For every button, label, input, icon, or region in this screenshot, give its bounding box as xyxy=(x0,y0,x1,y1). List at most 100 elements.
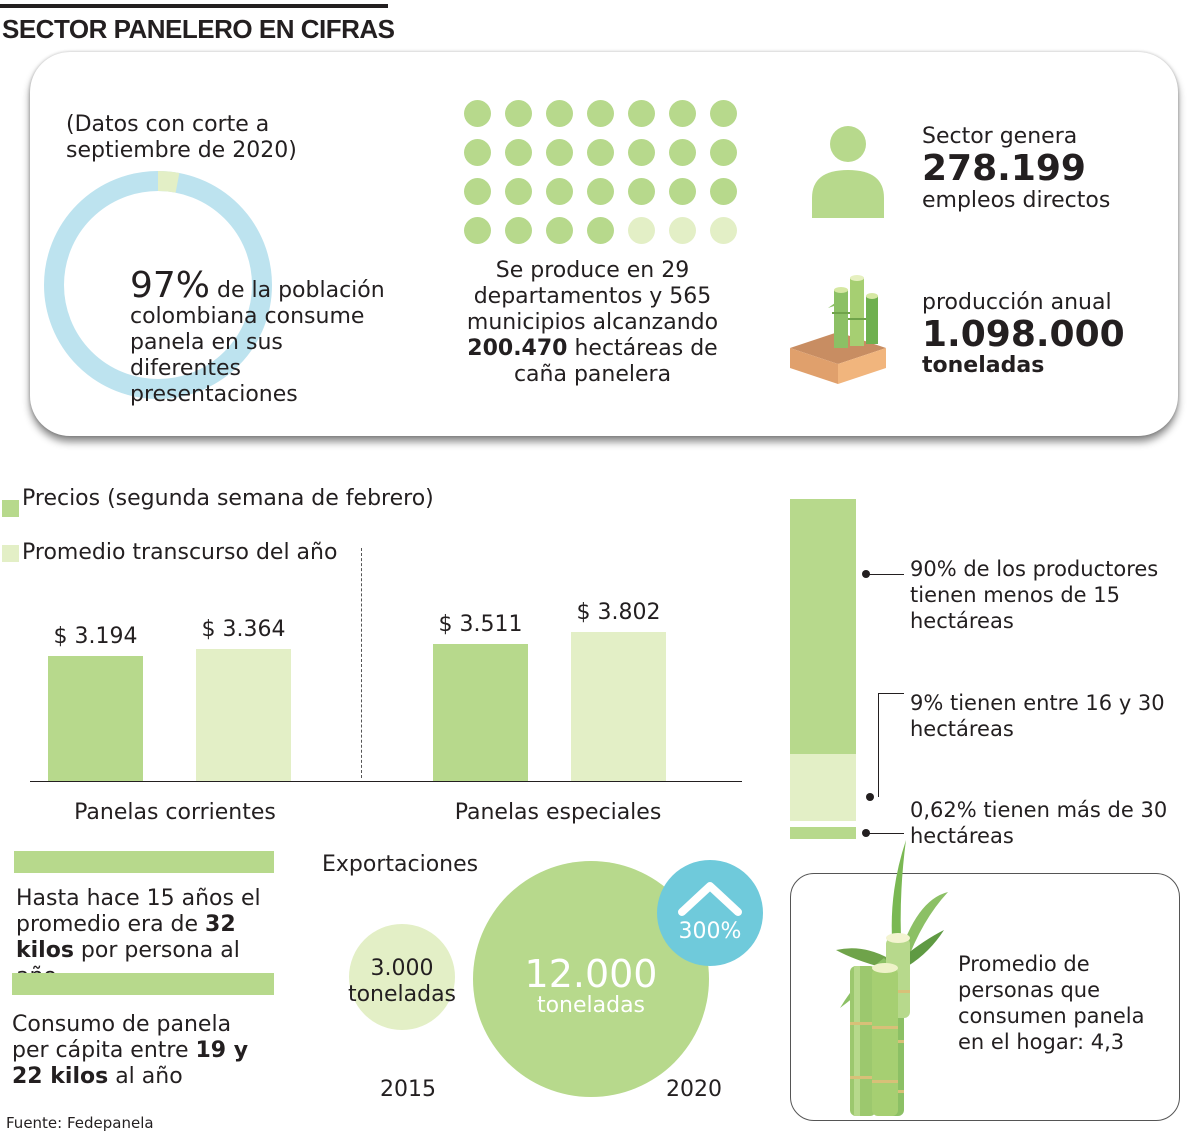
dot-unfilled xyxy=(669,217,696,244)
category-label-especiales: Panelas especiales xyxy=(454,800,662,825)
price-bar-chart: $ 3.194 $ 3.364 $ 3.511 $ 3.802 xyxy=(0,0,760,800)
exports-2015-unit: toneladas xyxy=(347,982,457,1007)
consumption-current-bar xyxy=(12,973,274,995)
donut-caption: 97% de la población colombiana consume p… xyxy=(130,268,400,408)
exports-year-2020: 2020 xyxy=(666,1077,722,1102)
pointer-vline-9 xyxy=(878,693,879,797)
exports-2015-label: 3.000 toneladas xyxy=(330,956,474,1008)
employment-value: 278.199 xyxy=(922,148,1086,189)
annual-pre: producción anual xyxy=(922,290,1112,315)
price-value-label: $ 3.194 xyxy=(53,624,138,649)
sugarcane-and-panela-block-icon xyxy=(790,275,886,384)
person-icon xyxy=(812,126,884,218)
price-bar-especiales-prices xyxy=(433,643,528,781)
consumption-current-value: 19 y xyxy=(195,1038,249,1063)
annual-post: toneladas xyxy=(922,353,1045,378)
dot-filled xyxy=(464,100,491,127)
hectares-rest: hectáreas de xyxy=(574,336,718,361)
pointer-line-90 xyxy=(866,574,904,575)
pointer-dot-9 xyxy=(866,793,874,801)
dot-filled xyxy=(669,139,696,166)
dot-filled xyxy=(464,217,491,244)
consumption-past-text: Hasta hace 15 años el promedio era de 32… xyxy=(16,886,286,990)
stack-segment-062 xyxy=(790,827,856,839)
sugarcane-icon xyxy=(836,840,948,1116)
production-line-3: municipios alcanzando xyxy=(466,310,719,335)
production-line-1: Se produce en 29 xyxy=(495,258,690,283)
exports-2015-value: 3.000 xyxy=(370,956,434,981)
dot-filled xyxy=(628,139,655,166)
consumption-current-line-1: Consumo de panela xyxy=(12,1012,232,1037)
dot-filled xyxy=(464,178,491,205)
stack-segment-90 xyxy=(790,499,856,754)
donut-slice-non-consumers xyxy=(157,171,180,193)
category-divider xyxy=(361,548,362,778)
legend-label-prices: Precios (segunda semana de febrero) xyxy=(22,486,434,511)
household-text: Promedio de personas que consumen panela… xyxy=(958,952,1145,1054)
production-line-5: caña panelera xyxy=(513,362,672,387)
exports-bubble-2015 xyxy=(349,924,455,1030)
dot-unfilled xyxy=(710,217,737,244)
stack-segment-9 xyxy=(790,754,856,821)
consumption-current-line-2: per cápita entre xyxy=(12,1038,189,1063)
price-bar-especiales-average xyxy=(571,632,666,781)
dot-filled xyxy=(505,139,532,166)
dot-filled xyxy=(628,100,655,127)
data-cutoff-note: (Datos con corte a septiembre de 2020) xyxy=(66,112,297,163)
source-note: Fuente: Fedepanela xyxy=(6,1114,154,1132)
exports-2020-label: 12.000 toneladas xyxy=(473,954,709,1018)
page-title: SECTOR PANELERO EN CIFRAS xyxy=(2,14,395,44)
exports-2020-value: 12.000 xyxy=(524,952,658,996)
price-bar-corrientes-prices xyxy=(48,656,143,781)
segment-label-062: 0,62% tienen más de 30 hectáreas xyxy=(910,798,1168,848)
hectares-value: 200.470 xyxy=(467,336,568,361)
annual-value: 1.098.000 xyxy=(922,314,1125,355)
pointer-hline-9 xyxy=(878,693,904,694)
dot-filled xyxy=(710,178,737,205)
donut-percent: 97% xyxy=(130,265,211,306)
donut-text: de la población colombiana consume panel… xyxy=(130,278,385,407)
exports-title: Exportaciones xyxy=(322,852,478,878)
price-value-label: $ 3.511 xyxy=(438,611,523,637)
employment-pre: Sector genera xyxy=(922,124,1078,149)
consumption-current-value2: 22 kilos xyxy=(12,1064,109,1089)
consumption-past-value: 32 xyxy=(205,912,236,937)
employment-block: Sector genera 278.199 empleos directos xyxy=(922,124,1110,214)
dot-filled xyxy=(546,139,573,166)
dot-filled xyxy=(587,100,614,127)
dot-filled xyxy=(546,178,573,205)
dot-filled xyxy=(710,139,737,166)
dot-filled xyxy=(587,217,614,244)
dot-filled xyxy=(669,178,696,205)
dot-unfilled xyxy=(628,217,655,244)
dot-filled xyxy=(587,178,614,205)
dot-filled xyxy=(505,178,532,205)
consumption-current-text: Consumo de panela per cápita entre 19 y … xyxy=(12,1012,282,1090)
consumption-past-line-2: promedio era de xyxy=(16,912,199,937)
dot-filled xyxy=(546,217,573,244)
consumption-past-bar xyxy=(14,851,274,873)
pointer-line-062 xyxy=(866,833,904,834)
price-value-label: $ 3.802 xyxy=(576,600,661,626)
exports-2020-unit: toneladas xyxy=(536,993,646,1018)
legend-label-average: Promedio transcurso del año xyxy=(22,540,338,565)
consumption-donut xyxy=(44,171,272,399)
annual-production-block: producción anual 1.098.000 toneladas xyxy=(922,290,1125,378)
dot-filled xyxy=(710,100,737,127)
dot-filled xyxy=(587,139,614,166)
title-rule xyxy=(0,4,388,8)
segment-label-90: 90% de los productores tienen menos de 1… xyxy=(910,557,1159,633)
consumption-past-line-1: Hasta hace 15 años el xyxy=(16,886,261,911)
employment-post: empleos directos xyxy=(922,188,1111,213)
consumption-current-rest: al año xyxy=(115,1064,183,1089)
household-box xyxy=(790,873,1180,1121)
dot-filled xyxy=(464,139,491,166)
growth-badge xyxy=(657,860,763,966)
production-text: Se produce en 29 departamentos y 565 mun… xyxy=(440,258,745,388)
segment-label-9: 9% tienen entre 16 y 30 hectáreas xyxy=(910,691,1165,741)
dot-filled xyxy=(628,178,655,205)
production-line-2: departamentos y 565 xyxy=(473,284,712,309)
price-chart-axis xyxy=(30,781,742,782)
price-value-label: $ 3.364 xyxy=(201,617,286,643)
dot-filled xyxy=(505,100,532,127)
